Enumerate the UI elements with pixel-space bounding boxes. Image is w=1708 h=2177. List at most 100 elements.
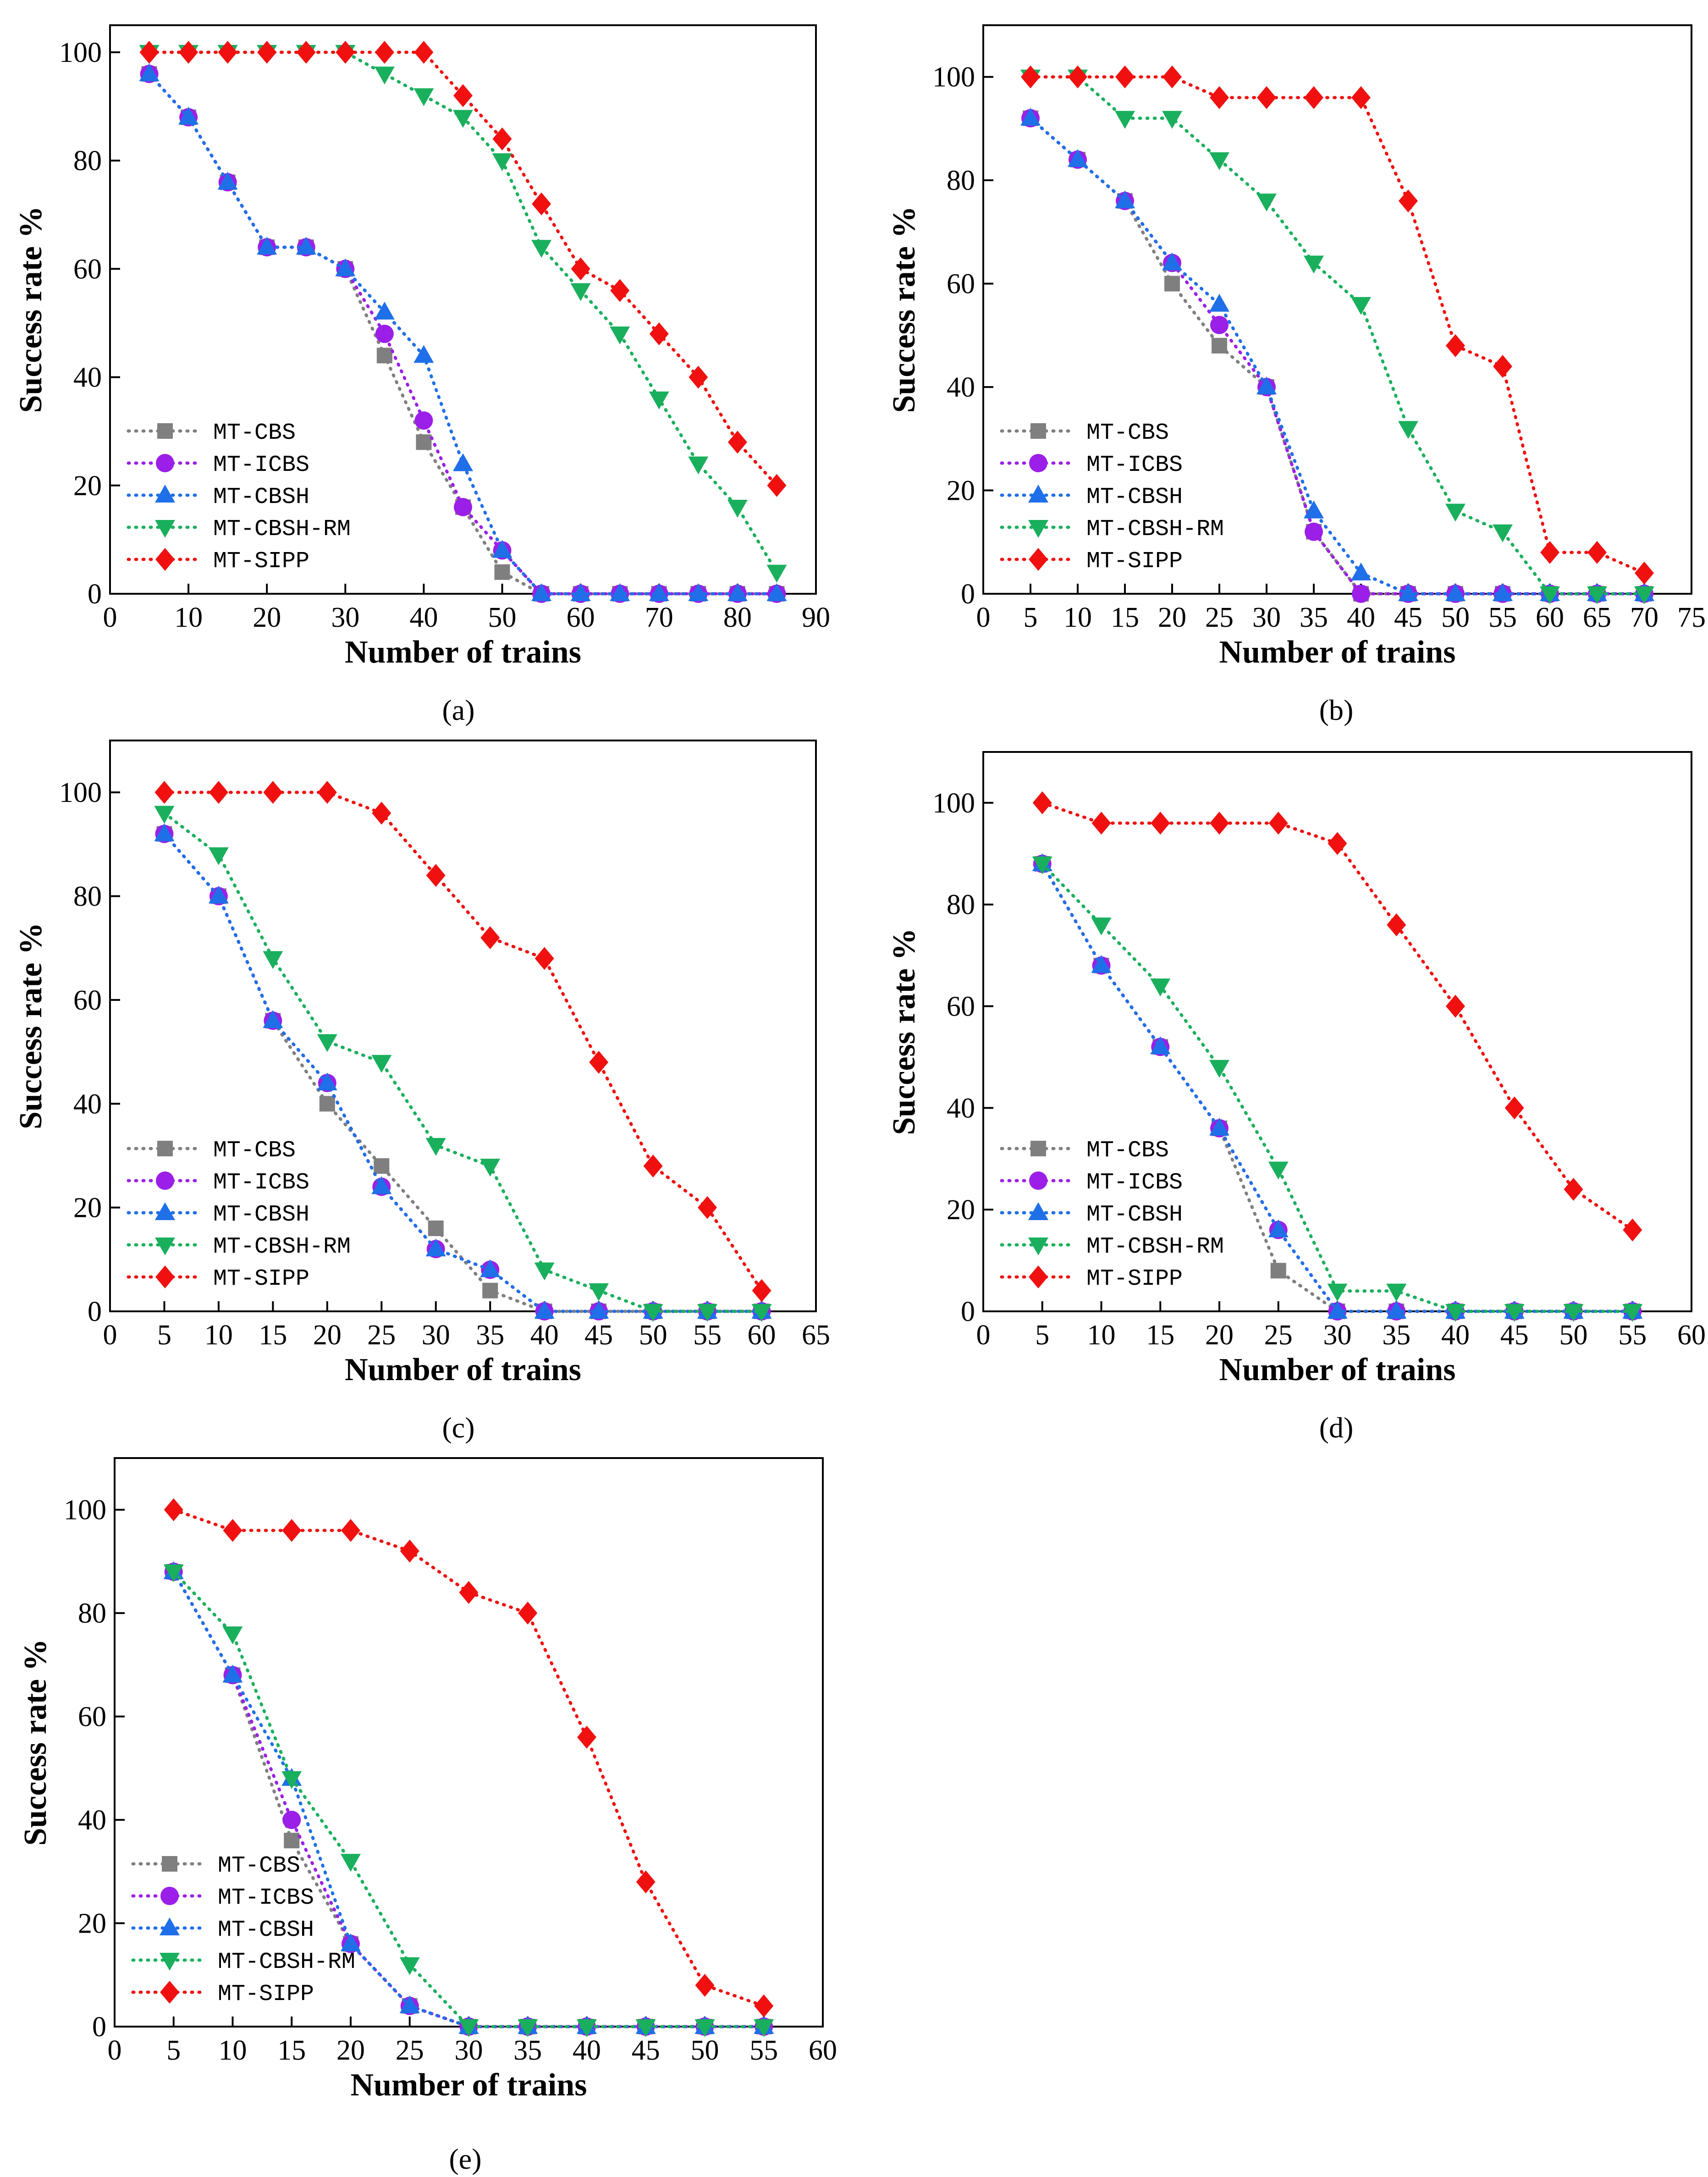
data-point xyxy=(179,41,198,64)
y-tick-label: 40 xyxy=(78,1805,106,1836)
data-point xyxy=(371,1055,392,1073)
data-point xyxy=(1304,500,1324,519)
x-tick-label: 45 xyxy=(584,1320,613,1351)
data-point xyxy=(1020,107,1041,126)
x-tick-label: 25 xyxy=(1205,602,1234,633)
y-tick-label: 20 xyxy=(947,475,975,507)
legend-label: MT-ICBS xyxy=(213,1170,309,1196)
series-line xyxy=(1041,862,1634,1313)
data-point xyxy=(635,2019,656,2037)
series-line xyxy=(148,50,778,487)
y-tick-label: 80 xyxy=(947,165,975,196)
data-point xyxy=(1305,522,1323,541)
data-point xyxy=(374,66,395,85)
data-point xyxy=(208,847,229,865)
y-tick-label: 60 xyxy=(947,269,975,300)
data-point xyxy=(492,153,512,171)
data-point xyxy=(494,564,510,580)
data-point xyxy=(139,41,159,64)
data-point xyxy=(649,391,669,409)
data-point xyxy=(1115,111,1135,129)
data-point xyxy=(1623,1218,1642,1242)
data-point xyxy=(1162,252,1182,271)
x-tick-label: 65 xyxy=(802,1320,830,1351)
x-tick-label: 55 xyxy=(1618,1320,1647,1351)
data-point xyxy=(257,237,277,255)
chart-panel-1: 0 10 20 30 40 50 60 70 80 90 0 20 40 60 80 100 Number of… xyxy=(13,24,830,726)
data-point xyxy=(459,1581,479,1604)
data-point xyxy=(428,1220,444,1236)
x-tick-label: 35 xyxy=(476,1320,504,1351)
data-point xyxy=(1032,856,1052,874)
data-point xyxy=(643,1155,663,1178)
data-point xyxy=(341,1933,361,1951)
legend-marker xyxy=(1028,485,1048,503)
legend: MT-CBS MT-ICBS MT-CBSH MT-CBSH-RM MT-SIPP xyxy=(1000,1138,1224,1292)
legend-marker xyxy=(160,1917,180,1935)
data-point xyxy=(1446,334,1465,357)
legend-marker xyxy=(1029,1265,1048,1288)
legend-label: MT-CBS xyxy=(1086,420,1169,446)
data-point xyxy=(1256,376,1277,395)
legend-marker xyxy=(1028,520,1048,538)
data-point xyxy=(222,1664,243,1683)
x-tick-label: 60 xyxy=(567,602,595,633)
data-point xyxy=(453,453,473,471)
x-tick-label: 20 xyxy=(313,1320,342,1351)
panel-label: (d) xyxy=(1319,1411,1354,1444)
data-point xyxy=(1351,297,1371,315)
legend-label: MT-CBS xyxy=(1086,1138,1169,1164)
data-point xyxy=(416,434,432,450)
y-tick-label: 20 xyxy=(73,470,102,502)
data-point xyxy=(414,41,434,64)
data-point xyxy=(589,1050,609,1074)
legend-label: MT-SIPP xyxy=(1086,1266,1183,1292)
series-line xyxy=(172,1570,766,2028)
data-point xyxy=(1493,524,1513,542)
x-tick-label: 40 xyxy=(1441,1320,1470,1351)
x-tick-label: 0 xyxy=(103,1320,117,1351)
data-point xyxy=(1445,583,1466,601)
legend-marker xyxy=(156,454,174,472)
x-tick-label: 70 xyxy=(645,602,673,633)
data-point xyxy=(1068,65,1087,88)
y-tick-label: 60 xyxy=(73,985,102,1016)
data-point xyxy=(1268,1161,1289,1180)
data-point xyxy=(1304,86,1323,109)
data-point xyxy=(694,2019,715,2037)
data-point xyxy=(217,171,238,190)
data-point xyxy=(1635,561,1654,585)
legend: MT-CBS MT-ICBS MT-CBSH MT-CBSH-RM MT-SIPP xyxy=(131,1853,355,2007)
y-tick-label: 0 xyxy=(92,2011,106,2043)
data-point xyxy=(610,279,630,302)
x-tick-label: 25 xyxy=(396,2035,424,2066)
data-point xyxy=(1115,65,1135,88)
data-point xyxy=(754,2019,774,2037)
data-point xyxy=(727,583,748,601)
x-tick-label: 5 xyxy=(166,2035,181,2066)
data-point xyxy=(178,106,199,125)
data-point xyxy=(1504,1096,1524,1120)
data-point xyxy=(426,864,446,887)
legend-label: MT-CBSH xyxy=(213,484,309,510)
legend: MT-CBS MT-ICBS MT-CBSH MT-CBSH-RM MT-SIPP xyxy=(1000,420,1224,575)
data-point xyxy=(1210,812,1229,835)
x-tick-label: 65 xyxy=(1583,602,1611,633)
data-point xyxy=(1091,917,1112,936)
legend-label: MT-CBS xyxy=(218,1853,300,1879)
data-point xyxy=(335,258,356,276)
panel-label: (b) xyxy=(1319,694,1354,726)
x-tick-label: 0 xyxy=(976,602,991,633)
data-point xyxy=(1304,255,1324,274)
data-point xyxy=(425,1238,446,1257)
legend-marker xyxy=(155,548,175,571)
data-point xyxy=(589,1301,609,1319)
series-line xyxy=(1041,801,1634,1232)
data-point xyxy=(480,1159,501,1177)
y-tick-label: 100 xyxy=(932,62,975,93)
legend-label: MT-CBSH-RM xyxy=(1086,516,1224,542)
y-tick-label: 40 xyxy=(73,362,102,393)
data-point xyxy=(649,583,669,601)
x-tick-label: 35 xyxy=(1382,1320,1410,1351)
data-point xyxy=(284,1833,300,1849)
